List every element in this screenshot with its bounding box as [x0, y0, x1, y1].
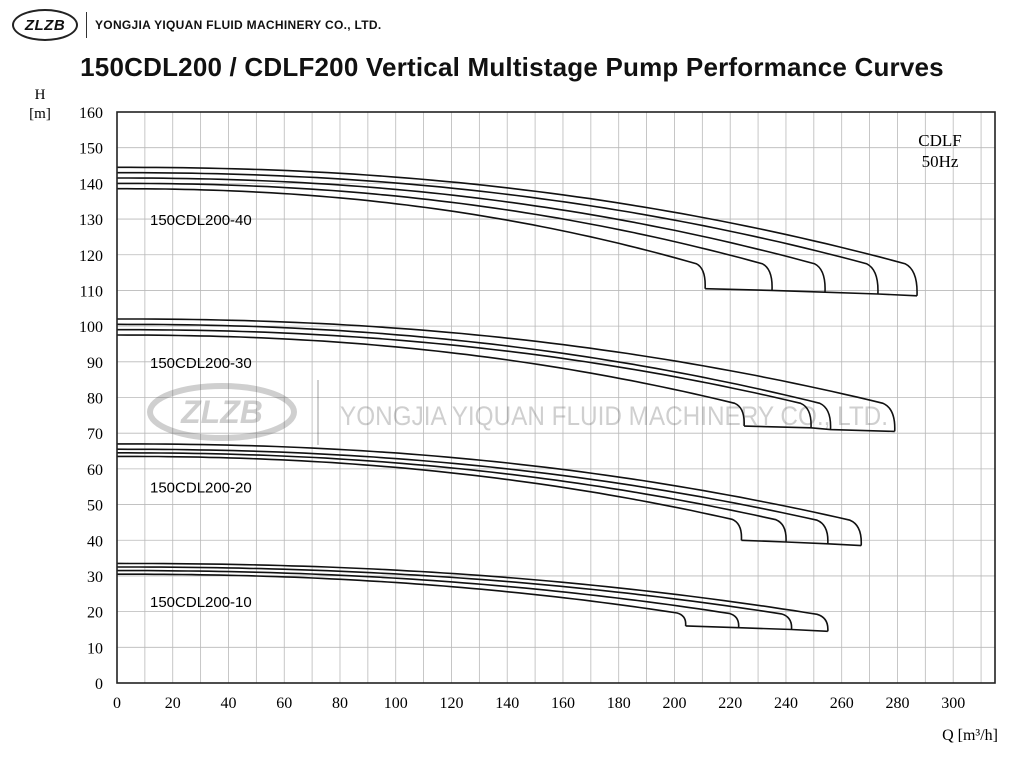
curve-group-label: 150CDL200-30 — [150, 355, 252, 372]
curve-layer — [116, 166, 918, 633]
x-axis-label: Q [m³/h] — [942, 727, 998, 744]
performance-curve — [117, 566, 793, 630]
performance-curve — [117, 328, 812, 428]
watermark-logo: ZLZB — [180, 394, 263, 430]
x-tick-label: 100 — [384, 695, 408, 712]
performance-curve — [117, 182, 773, 291]
performance-curve — [117, 443, 863, 546]
x-tick-label: 60 — [276, 695, 292, 712]
curve-group-label: 150CDL200-40 — [150, 212, 252, 229]
y-tick-label: 10 — [87, 640, 103, 657]
header-divider — [86, 12, 87, 38]
performance-curve — [117, 569, 740, 628]
y-tick-label: 160 — [79, 105, 103, 122]
x-tick-label: 160 — [551, 695, 575, 712]
y-tick-label: 70 — [87, 426, 103, 443]
curve-group-label: 150CDL200-20 — [150, 480, 252, 497]
y-tick-label: 150 — [79, 141, 103, 158]
y-tick-label: 20 — [87, 605, 103, 622]
curve-end-line — [744, 425, 895, 433]
annotation-series: CDLF — [918, 131, 961, 150]
annotation-frequency: 50Hz — [922, 152, 959, 171]
grid-lines — [117, 112, 995, 683]
company-logo: ZLZB — [12, 9, 78, 41]
performance-curve — [116, 334, 745, 427]
y-tick-label: 0 — [95, 676, 103, 693]
watermark-company: YONGJIA YIQUAN FLUID MACHINERY CO., LTD. — [340, 401, 888, 431]
plot-frame — [116, 111, 996, 684]
performance-curve — [116, 323, 832, 430]
y-tick-label: 110 — [80, 283, 103, 300]
performance-curve — [117, 166, 918, 296]
chart-title: 150CDL200 / CDLF200 Vertical Multistage … — [80, 52, 944, 82]
y-tick-label: 120 — [79, 248, 103, 265]
y-tick-label: 90 — [87, 355, 103, 372]
y-tick-label: 30 — [87, 569, 103, 586]
y-tick-label: 60 — [87, 462, 103, 479]
x-tick-label: 120 — [439, 695, 463, 712]
performance-curve — [117, 318, 896, 432]
y-tick-label: 130 — [79, 212, 103, 229]
x-tick-label: 220 — [718, 695, 742, 712]
performance-curve — [117, 573, 687, 626]
y-tick-label: 50 — [87, 498, 103, 515]
performance-curve — [116, 562, 829, 632]
x-tick-label: 180 — [607, 695, 631, 712]
y-tick-label: 140 — [79, 176, 103, 193]
performance-curve — [117, 452, 787, 543]
curve-end-line — [741, 539, 862, 547]
y-axis-unit: [m] — [29, 106, 51, 122]
axes: 0 10 20 30 40 50 60 70 80 90 100 110 120 130 140 150 160… — [79, 105, 996, 712]
company-name: YONGJIA YIQUAN FLUID MACHINERY CO., LTD. — [95, 18, 382, 32]
x-tick-label: 260 — [830, 695, 854, 712]
performance-curve — [117, 171, 879, 295]
page-header: ZLZB YONGJIA YIQUAN FLUID MACHINERY CO.,… — [12, 8, 381, 42]
performance-curve — [117, 187, 706, 289]
group-labels: 150CDL200-40 150CDL200-30 150CDL200-20 150C… — [150, 212, 252, 611]
y-tick-label: 80 — [87, 391, 103, 408]
curve-group-label: 150CDL200-10 — [150, 594, 252, 611]
x-tick-label: 240 — [774, 695, 798, 712]
x-tick-label: 80 — [332, 695, 348, 712]
x-tick-label: 280 — [885, 695, 909, 712]
curve-end-line — [685, 625, 828, 633]
x-tick-label: 40 — [220, 695, 236, 712]
x-tick-label: 140 — [495, 695, 519, 712]
performance-curve — [117, 177, 826, 293]
y-tick-label: 100 — [79, 319, 103, 336]
y-axis-label: H — [35, 87, 46, 103]
x-tick-label: 300 — [941, 695, 965, 712]
curve-end-line — [705, 287, 918, 297]
performance-curve — [117, 455, 743, 541]
performance-curve — [116, 448, 829, 544]
x-tick-label: 20 — [165, 695, 181, 712]
x-tick-label: 0 — [113, 695, 121, 712]
watermark: ZLZB YONGJIA YIQUAN FLUID MACHINERY CO.,… — [147, 380, 888, 445]
x-tick-label: 200 — [662, 695, 686, 712]
y-tick-label: 40 — [87, 533, 103, 550]
